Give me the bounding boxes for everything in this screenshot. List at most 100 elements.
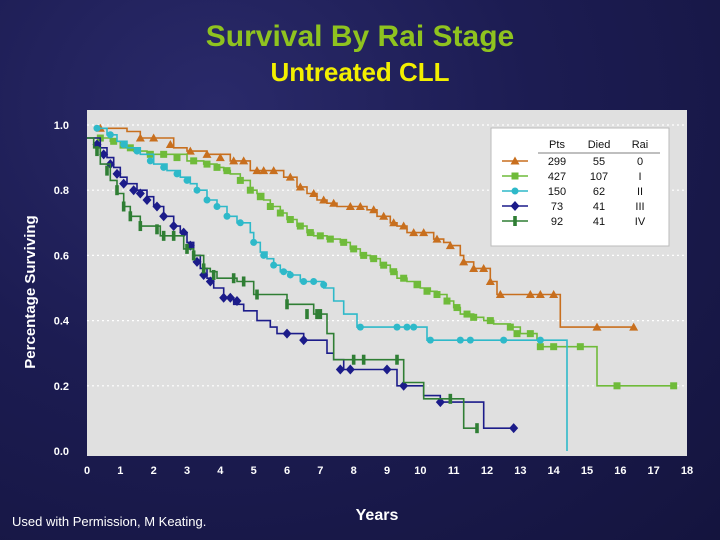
data-point-rai-IV: [128, 211, 133, 222]
data-point-rai-III: [299, 335, 309, 346]
legend-marker: [511, 172, 519, 180]
data-point-rai-IV: [201, 263, 206, 274]
data-point-rai-IV: [211, 269, 216, 280]
data-point-rai-III: [282, 328, 292, 339]
legend-box: [490, 127, 670, 247]
data-point-rai-II: [213, 203, 221, 210]
data-point-rai-0: [215, 153, 225, 162]
data-point-rai-0: [202, 149, 212, 158]
legend-pts: 73: [551, 201, 563, 213]
data-point-rai-IV: [105, 165, 109, 176]
x-tick-label: 6: [284, 465, 290, 477]
legend: Pts Died Rai 299 55 0 427 107 I 150 62 II 73 41 III…: [490, 127, 670, 247]
data-point-rai-IV: [115, 185, 119, 196]
data-point-rai-III: [112, 168, 122, 179]
data-point-rai-III: [199, 269, 209, 280]
data-point-rai-IV: [138, 221, 143, 232]
data-point-rai-I: [550, 343, 558, 351]
data-point-rai-I: [513, 330, 521, 338]
x-tick-label: 10: [414, 465, 426, 477]
data-point-rai-IV: [185, 243, 189, 254]
data-point-rai-0: [469, 263, 479, 272]
slide-title: Survival By Rai Stage: [205, 20, 515, 53]
legend-died: 41: [593, 216, 605, 228]
data-point-rai-0: [185, 146, 195, 155]
data-point-rai-I: [360, 251, 368, 259]
series-rai-I: [87, 134, 678, 390]
legend-row-rai-III: 73 41 III: [502, 201, 645, 213]
x-tick-label: 13: [514, 465, 526, 477]
data-point-rai-III: [219, 292, 229, 303]
data-point-rai-I: [506, 323, 514, 331]
data-point-rai-I: [173, 154, 181, 162]
data-point-rai-II: [133, 147, 141, 155]
data-point-rai-I: [486, 317, 494, 325]
data-point-rai-III: [129, 185, 139, 196]
data-point-rai-0: [285, 172, 295, 181]
data-point-rai-II: [456, 336, 464, 344]
legend-rai: I: [638, 171, 641, 183]
data-point-rai-I: [266, 203, 274, 210]
data-point-rai-IV: [161, 230, 166, 241]
data-point-rai-I: [190, 157, 198, 165]
data-point-rai-III: [135, 188, 145, 199]
data-point-rai-I: [340, 238, 348, 246]
data-point-rai-I: [400, 274, 408, 282]
data-point-rai-0: [535, 290, 545, 299]
x-tick-label: 5: [251, 465, 257, 477]
data-point-rai-0: [229, 156, 239, 165]
data-point-rai-III: [152, 201, 162, 212]
x-tick-label: 17: [648, 465, 660, 477]
legend-rai: III: [635, 201, 644, 213]
legend-died: 62: [593, 186, 605, 198]
data-point-rai-III: [225, 292, 235, 303]
data-point-rai-III: [509, 423, 519, 434]
data-point-rai-0: [389, 218, 399, 227]
data-point-rai-II: [310, 277, 318, 285]
data-point-rai-II: [250, 238, 258, 246]
data-point-rai-IV: [121, 201, 126, 212]
data-point-rai-IV: [155, 224, 159, 235]
data-point-rai-IV: [305, 309, 309, 320]
y-tick-label: 0.6: [54, 250, 69, 262]
data-point-rai-II: [410, 323, 418, 331]
y-tick-label: 0.0: [54, 446, 69, 458]
data-point-rai-II: [160, 163, 168, 171]
data-point-rai-I: [526, 330, 534, 338]
y-tick-label: 0.4: [54, 316, 70, 328]
x-tick-label: 14: [548, 465, 561, 477]
data-point-rai-IV: [351, 354, 356, 365]
data-point-rai-I: [370, 255, 378, 263]
data-point-rai-I: [536, 343, 544, 351]
data-point-rai-I: [453, 304, 461, 312]
data-point-rai-0: [485, 276, 495, 285]
x-tick-label: 1: [117, 465, 123, 477]
data-point-rai-0: [252, 166, 262, 175]
data-point-rai-II: [203, 196, 211, 204]
legend-marker: [510, 156, 520, 165]
y-tick-label: 0.2: [54, 381, 69, 393]
credit-text: Used with Permission, M Keating.: [12, 514, 207, 529]
data-point-rai-0: [319, 195, 329, 204]
x-tick-label: 11: [448, 465, 460, 477]
x-tick-label: 0: [84, 465, 90, 477]
legend-rai: IV: [635, 216, 646, 228]
x-tick-label: 18: [681, 465, 693, 477]
data-point-rai-IV: [191, 250, 196, 261]
legend-marker: [510, 201, 520, 211]
data-point-rai-I: [613, 382, 621, 390]
data-point-rai-IV: [318, 309, 323, 320]
data-point-rai-II: [106, 131, 114, 139]
legend-header-died: Died: [588, 139, 611, 151]
data-point-rai-I: [463, 310, 471, 318]
x-tick-label: 15: [581, 465, 593, 477]
y-tick-label: 0.8: [54, 185, 69, 197]
data-point-rai-III: [99, 149, 109, 160]
data-point-rai-0: [459, 257, 469, 266]
legend-marker: [513, 216, 517, 226]
data-point-rai-III: [345, 364, 355, 375]
data-point-rai-II: [300, 277, 308, 285]
data-point-rai-II: [536, 336, 544, 344]
x-tick-label: 3: [184, 465, 190, 477]
data-point-rai-I: [203, 160, 211, 168]
